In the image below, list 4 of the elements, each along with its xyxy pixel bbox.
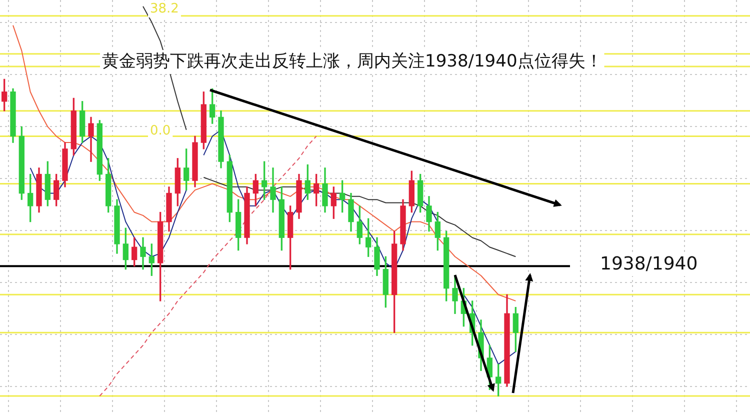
text: 38.2 xyxy=(150,1,179,16)
text: 1938/1940 xyxy=(600,254,698,275)
annotation: 0.0 xyxy=(150,123,171,138)
chart-title: 黄金弱势下跌再次走出反转上涨，周内关注1938/1940点位得失！ xyxy=(102,51,602,72)
